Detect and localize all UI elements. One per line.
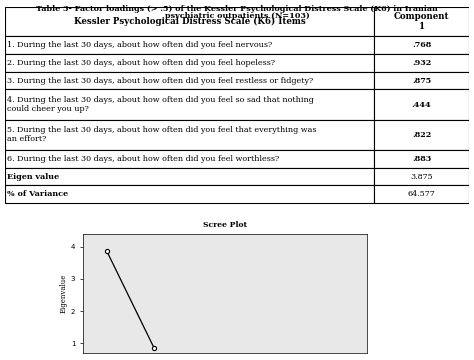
Text: 1. During the last 30 days, about how often did you feel nervous?: 1. During the last 30 days, about how of… (7, 41, 272, 49)
Bar (5, 120, 374, 150)
Text: % of Variance: % of Variance (7, 190, 68, 198)
Bar (5, 90, 374, 120)
Text: Table 3- Factor loadings (> .5) of the Kessler Psychological Distress Scale (K6): Table 3- Factor loadings (> .5) of the K… (36, 5, 438, 13)
Bar (5, 185, 374, 203)
Text: 64.577: 64.577 (408, 190, 436, 198)
Text: 2. During the last 30 days, about how often did you feel hopeless?: 2. During the last 30 days, about how of… (7, 59, 275, 67)
Text: 6. During the last 30 days, about how often did you feel worthless?: 6. During the last 30 days, about how of… (7, 155, 279, 163)
Bar (5, 36, 374, 54)
Bar (374, 150, 469, 168)
Text: Scree Plot: Scree Plot (203, 221, 247, 229)
Bar (374, 120, 469, 150)
Text: psychiatric outpatients (N=103): psychiatric outpatients (N=103) (164, 12, 310, 19)
Bar (5, 72, 374, 90)
Text: 3.875: 3.875 (410, 172, 433, 181)
Text: Kessler Psychological Distress Scale (K6) Items: Kessler Psychological Distress Scale (K6… (73, 17, 305, 26)
Bar (5, 150, 374, 168)
Bar (5, 7, 374, 36)
Text: .932: .932 (412, 59, 431, 67)
Text: Component
1: Component 1 (394, 12, 449, 31)
Text: .444: .444 (412, 100, 431, 109)
Bar (374, 36, 469, 54)
Text: .875: .875 (412, 77, 431, 85)
Text: .768: .768 (412, 41, 431, 49)
Bar (374, 90, 469, 120)
Text: Eigen value: Eigen value (7, 172, 59, 181)
Bar (374, 185, 469, 203)
Bar (374, 54, 469, 72)
Y-axis label: Eigenvalue: Eigenvalue (60, 274, 68, 313)
Text: 5. During the last 30 days, about how often did you feel that everything was
an : 5. During the last 30 days, about how of… (7, 126, 317, 143)
Text: .883: .883 (412, 155, 431, 163)
Bar (374, 7, 469, 36)
Bar (374, 72, 469, 90)
Bar (5, 54, 374, 72)
Bar (5, 168, 374, 185)
Text: .822: .822 (412, 131, 431, 139)
Text: 4. During the last 30 days, about how often did you feel so sad that nothing
cou: 4. During the last 30 days, about how of… (7, 96, 314, 113)
Text: 3. During the last 30 days, about how often did you feel restless or fidgety?: 3. During the last 30 days, about how of… (7, 77, 313, 85)
Bar (374, 168, 469, 185)
